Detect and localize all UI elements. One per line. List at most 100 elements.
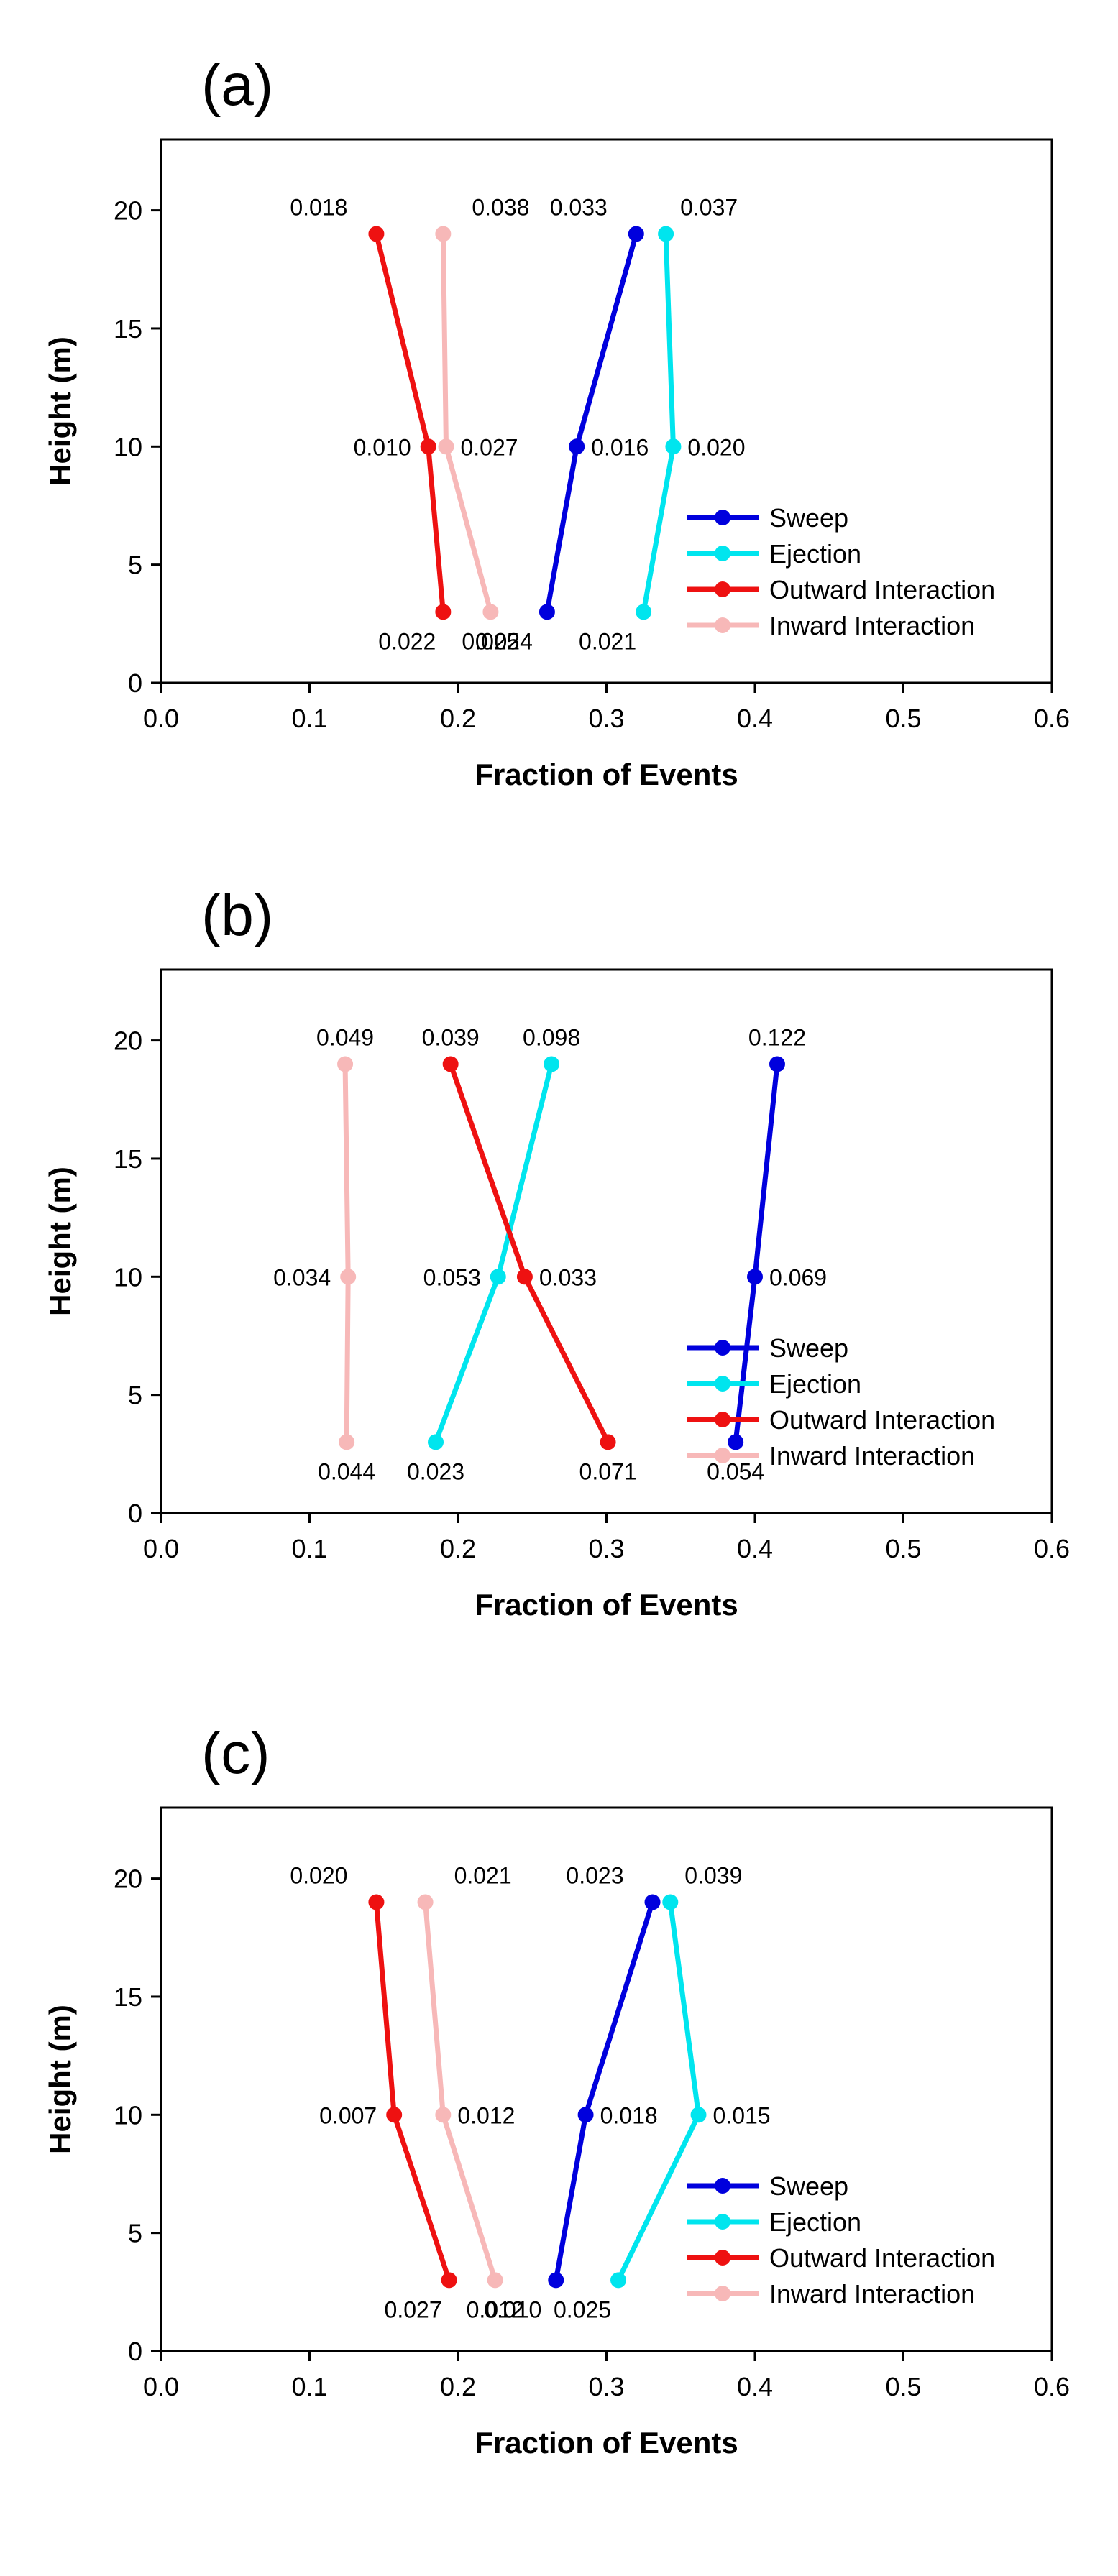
data-label: 0.098 [523,1024,580,1050]
data-point [482,604,499,620]
series-outward-interaction: 0.027 0.007 0.020 [290,1862,457,2322]
legend: Sweep Ejection Outward Interaction Inward I… [687,2171,995,2309]
data-label: 0.044 [318,1458,375,1484]
data-point [600,1434,616,1450]
data-point [487,2272,503,2288]
legend-swatch-marker [715,1376,730,1392]
data-label: 0.007 [319,2102,377,2128]
series-sweep: 0.010 0.018 0.023 [484,1862,661,2322]
legend-label: Inward Interaction [769,1441,975,1471]
data-label: 0.023 [407,1458,464,1484]
legend-swatch-marker [715,2178,730,2194]
y-axis-title: Height (m) [43,2005,77,2154]
data-point [636,604,652,620]
y-tick-label: 15 [114,314,142,344]
legend-label: Ejection [769,2207,861,2237]
data-label: 0.054 [707,1458,764,1484]
y-tick-label: 15 [114,1982,142,2012]
y-tick-label: 0 [128,1499,142,1528]
series-line [440,234,493,613]
data-point [490,1269,506,1285]
series-line [342,1064,351,1443]
chart-panel-2: (b) 0.0 0.1 0.2 0.3 0.4 0.5 0.6 0 5 10 15 20 Fraction… [43,883,1070,1622]
series-ejection: 0.025 0.015 0.039 [554,1862,771,2322]
series-line [641,234,676,613]
data-label: 0.020 [290,1862,347,1888]
data-point [339,1434,355,1450]
data-label: 0.016 [591,434,649,460]
data-label: 0.020 [687,434,745,460]
data-point [610,2272,627,2288]
y-tick-label: 20 [114,196,142,226]
x-tick-label: 0.3 [588,2372,624,2401]
legend-swatch-marker [715,617,730,633]
legend-swatch-marker [715,581,730,597]
x-tick-label: 0.6 [1034,1534,1070,1563]
x-tick-label: 0.3 [588,704,624,733]
legend-label: Ejection [769,1369,861,1399]
series-ejection: 0.023 0.053 0.098 [407,1024,580,1484]
data-label: 0.069 [769,1264,827,1290]
data-label: 0.027 [460,434,518,460]
data-point [368,226,385,242]
data-point [516,1269,533,1285]
data-point [420,438,436,455]
data-label: 0.012 [457,2102,515,2128]
chart-panel-1: (a) 0.0 0.1 0.2 0.3 0.4 0.5 0.6 0 5 10 15 20 Fraction… [43,52,1070,791]
x-tick-label: 0.3 [588,1534,624,1563]
legend-label: Sweep [769,2171,848,2201]
data-label: 0.033 [539,1264,597,1290]
series-inward-interaction: 0.012 0.012 0.021 [417,1862,524,2322]
data-point [368,1894,385,1910]
y-tick-label: 5 [128,2219,142,2248]
x-tick-label: 0.6 [1034,2372,1070,2401]
data-label: 0.010 [484,2296,541,2322]
data-point [441,2272,457,2288]
series-sweep: 0.054 0.069 0.122 [707,1024,827,1484]
legend-label: Inward Interaction [769,611,975,640]
x-tick-label: 0.5 [885,1534,921,1563]
legend-label: Outward Interaction [769,1405,995,1435]
x-tick-label: 0.2 [440,1534,476,1563]
x-tick-label: 0.4 [737,2372,773,2401]
data-point [337,1056,354,1072]
data-label: 0.012 [467,2296,524,2322]
data-label: 0.039 [422,1024,480,1050]
data-label: 0.039 [684,1862,742,1888]
data-label: 0.025 [554,2296,611,2322]
legend: Sweep Ejection Outward Interaction Inward I… [687,1333,995,1471]
data-point [438,438,454,455]
data-point [386,2107,403,2123]
panel-letter: (c) [201,1721,270,1786]
data-point [644,1894,661,1910]
data-label: 0.022 [378,628,436,654]
x-tick-label: 0.0 [143,1534,179,1563]
series-ejection: 0.021 0.020 0.037 [579,194,745,654]
series-line [423,1902,498,2281]
series-line [553,1901,655,2281]
data-point [665,438,682,455]
data-label: 0.023 [566,1862,623,1888]
series-line [374,233,446,612]
data-point [544,1056,560,1072]
data-label: 0.122 [748,1024,806,1050]
series-line [448,1063,610,1443]
series-outward-interaction: 0.071 0.033 0.039 [422,1024,637,1484]
series-line [615,1902,702,2281]
y-tick-label: 5 [128,551,142,580]
data-point [435,226,452,242]
x-tick-label: 0.1 [291,1534,327,1563]
y-tick-label: 5 [128,1381,142,1410]
data-point [435,2107,452,2123]
data-label: 0.010 [354,434,411,460]
legend-swatch-marker [715,1340,730,1356]
data-point [340,1269,357,1285]
x-tick-label: 0.5 [885,2372,921,2401]
y-axis-title: Height (m) [43,336,77,486]
x-tick-label: 0.5 [885,704,921,733]
legend-label: Ejection [769,539,861,569]
data-point [569,438,585,455]
data-label: 0.027 [385,2296,442,2322]
legend-swatch-marker [715,1412,730,1427]
data-point [548,2272,564,2288]
